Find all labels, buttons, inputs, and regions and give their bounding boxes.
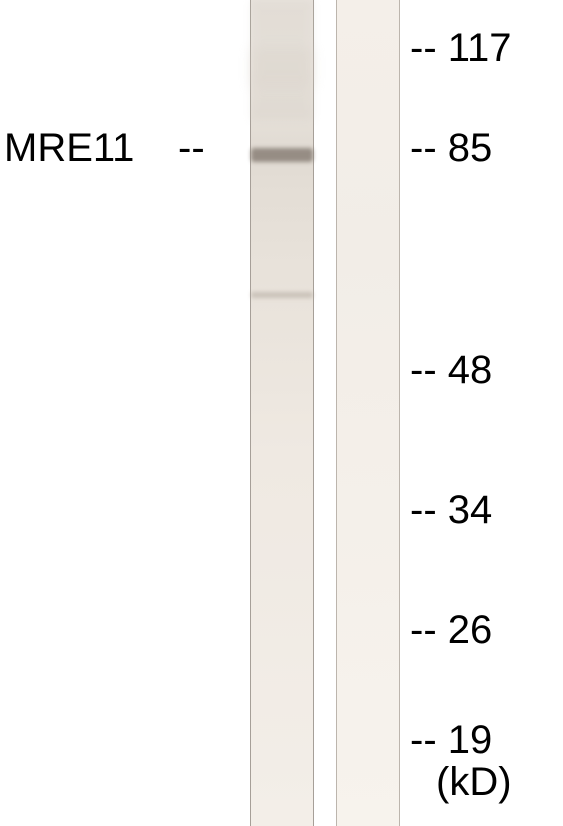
protein-band <box>251 292 313 298</box>
mw-unit-label: (kD) <box>436 760 512 805</box>
protein-band <box>251 48 313 88</box>
protein-name-label: MRE11 <box>4 126 134 171</box>
mw-marker-label: -- 34 <box>410 488 492 533</box>
blot-lane <box>250 0 314 826</box>
protein-band <box>251 148 313 162</box>
mw-marker-label: -- 19 <box>410 718 492 763</box>
mw-marker-label: -- 85 <box>410 126 492 171</box>
mw-marker-label: -- 26 <box>410 608 492 653</box>
blot-lane <box>336 0 400 826</box>
protein-tick: -- <box>178 126 205 171</box>
mw-marker-label: -- 48 <box>410 348 492 393</box>
mw-marker-label: -- 117 <box>410 26 512 71</box>
